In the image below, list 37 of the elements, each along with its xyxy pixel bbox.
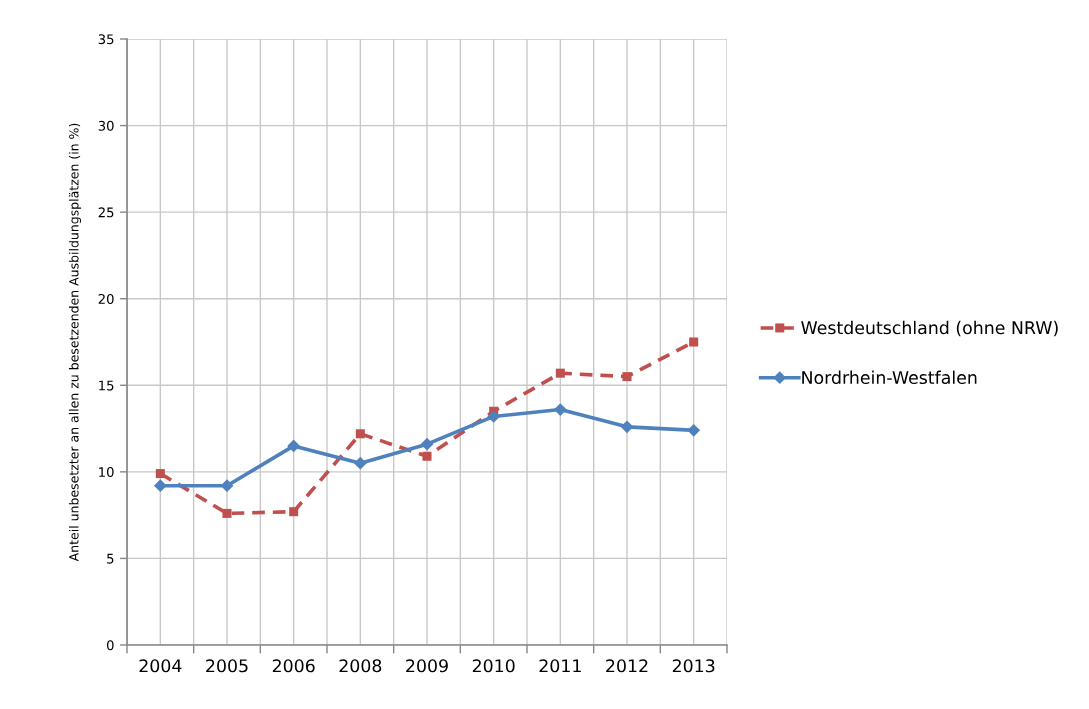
x-tick-label: 2004 xyxy=(139,659,182,673)
x-tick-label: 2010 xyxy=(472,659,515,673)
point xyxy=(353,456,367,470)
y-axis-title: Anteil unbesetzter an allen zu besetzenden Ausbildungsplätzen (in %) xyxy=(68,123,82,562)
point xyxy=(622,372,632,382)
y-tick-label: 25 xyxy=(98,207,114,218)
x-tick-label: 2008 xyxy=(339,659,382,673)
x-tick-label: 2009 xyxy=(406,659,448,673)
point xyxy=(420,437,434,451)
point xyxy=(687,423,701,437)
y-tick-label: 15 xyxy=(99,380,114,391)
legend-label: Westdeutschland (ohne NRW) xyxy=(801,320,1058,337)
point xyxy=(555,368,565,378)
point xyxy=(487,410,501,423)
point xyxy=(355,429,365,439)
y-tick-label: 20 xyxy=(98,293,114,304)
point xyxy=(153,479,167,493)
point xyxy=(620,420,634,434)
x-tick-label: 2012 xyxy=(606,659,648,673)
point xyxy=(155,469,165,479)
x-tick-label: 2013 xyxy=(672,659,715,673)
point xyxy=(220,479,234,493)
point xyxy=(287,439,301,453)
y-tick-label: 30 xyxy=(98,120,114,131)
point xyxy=(553,403,567,416)
point xyxy=(689,337,699,347)
y-tick-label: 10 xyxy=(99,467,114,478)
x-tick-label: 2005 xyxy=(206,659,248,673)
y-tick-label: 0 xyxy=(106,640,114,651)
legend-label: Nordrhein-Westfalen xyxy=(802,370,977,385)
y-tick-label: 5 xyxy=(107,553,114,564)
x-tick-label: 2011 xyxy=(539,659,581,673)
point xyxy=(422,451,432,461)
y-tick-label: 35 xyxy=(98,34,114,45)
point xyxy=(222,508,232,518)
x-tick-label: 2006 xyxy=(272,659,315,673)
point xyxy=(289,507,299,517)
